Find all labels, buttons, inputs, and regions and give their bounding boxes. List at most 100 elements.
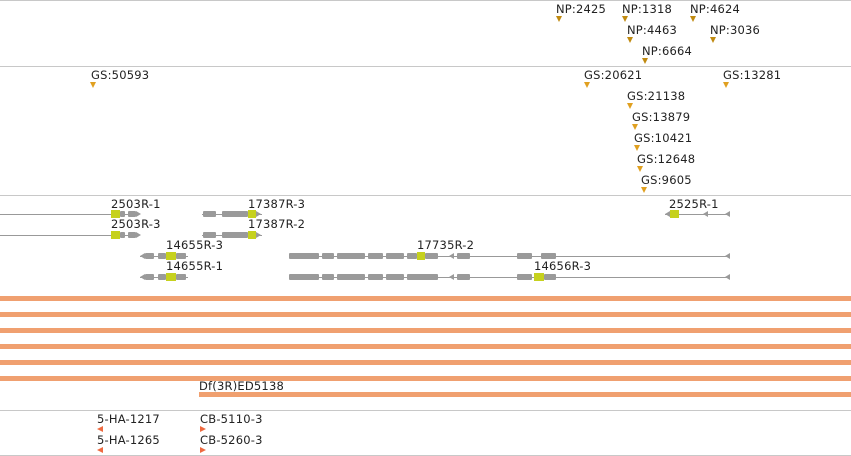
left-triangle-icon[interactable] (97, 447, 103, 453)
right-triangle-icon[interactable] (200, 426, 206, 432)
gene-exon[interactable] (158, 253, 166, 259)
construct-label[interactable]: CB-5110-3 (200, 412, 263, 426)
down-triangle-icon[interactable] (622, 16, 628, 22)
gene-cds[interactable] (166, 273, 176, 281)
gene-cds[interactable] (111, 210, 120, 218)
down-triangle-icon[interactable] (637, 166, 643, 172)
np-feature-label[interactable]: NP:3036 (710, 23, 761, 37)
construct-label[interactable]: 5-HA-1265 (97, 433, 160, 447)
arrow-left-icon (725, 253, 730, 259)
construct-label[interactable]: CB-5260-3 (200, 433, 263, 447)
deficiency-bar[interactable] (0, 344, 851, 349)
down-triangle-icon[interactable] (634, 145, 640, 151)
gene-label[interactable]: 14655R-1 (166, 259, 224, 273)
gene-exon[interactable] (222, 211, 248, 217)
gene-exon[interactable] (368, 253, 383, 259)
gene-exon[interactable] (517, 253, 532, 259)
gene-cds[interactable] (670, 210, 679, 218)
gene-exon[interactable] (222, 232, 248, 238)
gene-exon[interactable] (289, 274, 319, 280)
down-triangle-icon[interactable] (690, 16, 696, 22)
np-feature-label[interactable]: NP:2425 (556, 2, 607, 16)
gs-feature-label[interactable]: GS:13879 (632, 110, 691, 124)
down-triangle-icon[interactable] (584, 82, 590, 88)
gene-label[interactable]: 17387R-3 (248, 197, 306, 211)
gene-exon[interactable] (120, 232, 125, 238)
gene-exon[interactable] (145, 274, 154, 280)
arrow-right-icon (136, 211, 141, 217)
gene-exon[interactable] (145, 253, 154, 259)
gene-cds[interactable] (417, 252, 425, 260)
gene-label[interactable]: 2525R-1 (669, 197, 719, 211)
gene-exon[interactable] (176, 253, 186, 259)
arrow-right-icon (256, 232, 261, 238)
down-triangle-icon[interactable] (642, 58, 648, 64)
right-triangle-icon[interactable] (200, 447, 206, 453)
gene-exon[interactable] (203, 232, 216, 238)
deficiency-label[interactable]: Df(3R)ED5138 (199, 379, 284, 393)
gene-exon[interactable] (517, 274, 532, 280)
deficiency-bar[interactable] (0, 360, 851, 365)
gs-feature-label[interactable]: GS:10421 (634, 131, 693, 145)
gene-exon[interactable] (368, 274, 383, 280)
gene-cds[interactable] (111, 231, 120, 239)
deficiency-bar[interactable] (0, 376, 851, 381)
gene-exon[interactable] (176, 274, 186, 280)
gene-exon[interactable] (128, 211, 136, 217)
gene-label[interactable]: 2503R-3 (111, 217, 161, 231)
gene-exon[interactable] (457, 253, 470, 259)
down-triangle-icon[interactable] (710, 37, 716, 43)
np-feature-label[interactable]: NP:4463 (627, 23, 678, 37)
gene-cds[interactable] (248, 210, 256, 218)
gene-exon[interactable] (158, 274, 166, 280)
down-triangle-icon[interactable] (556, 16, 562, 22)
down-triangle-icon[interactable] (627, 37, 633, 43)
gene-exon[interactable] (322, 253, 334, 259)
gene-exon[interactable] (407, 253, 417, 259)
gene-exon[interactable] (289, 253, 319, 259)
gs-feature-label[interactable]: GS:21138 (627, 89, 686, 103)
construct-label[interactable]: 5-HA-1217 (97, 412, 160, 426)
deficiency-bar[interactable] (0, 328, 851, 333)
gene-exon[interactable] (120, 211, 125, 217)
gene-label[interactable]: 17735R-2 (417, 238, 475, 252)
gene-label[interactable]: 14655R-3 (166, 238, 224, 252)
gs-feature-label[interactable]: GS:12648 (637, 152, 696, 166)
gene-exon[interactable] (544, 274, 556, 280)
gene-label[interactable]: 14656R-3 (534, 259, 592, 273)
gs-feature-label[interactable]: GS:9605 (641, 173, 692, 187)
gene-exon[interactable] (425, 253, 438, 259)
gene-exon[interactable] (203, 211, 216, 217)
down-triangle-icon[interactable] (627, 103, 633, 109)
gene-exon[interactable] (407, 274, 438, 280)
gs-feature-label[interactable]: GS:50593 (91, 68, 150, 82)
arrow-left-icon (703, 211, 708, 217)
down-triangle-icon[interactable] (632, 124, 638, 130)
gs-feature-label[interactable]: GS:13281 (723, 68, 782, 82)
np-feature-label[interactable]: NP:6664 (642, 44, 693, 58)
gene-exon[interactable] (386, 253, 404, 259)
deficiency-bar[interactable] (199, 392, 851, 397)
down-triangle-icon[interactable] (723, 82, 729, 88)
gene-exon[interactable] (337, 253, 365, 259)
gene-exon[interactable] (386, 274, 404, 280)
gene-cds[interactable] (248, 231, 256, 239)
down-triangle-icon[interactable] (90, 82, 96, 88)
gene-exon[interactable] (457, 274, 470, 280)
gs-feature-label[interactable]: GS:20621 (584, 68, 643, 82)
gene-exon[interactable] (322, 274, 334, 280)
gene-label[interactable]: 2503R-1 (111, 197, 161, 211)
gene-exon[interactable] (128, 232, 136, 238)
left-triangle-icon[interactable] (97, 426, 103, 432)
np-feature-label[interactable]: NP:1318 (622, 2, 673, 16)
down-triangle-icon[interactable] (641, 187, 647, 193)
np-feature-label[interactable]: NP:4624 (690, 2, 741, 16)
gene-label[interactable]: 17387R-2 (248, 217, 306, 231)
gene-intron-line (665, 214, 730, 215)
deficiency-bar[interactable] (0, 312, 851, 317)
gene-exon[interactable] (541, 253, 556, 259)
gene-cds[interactable] (166, 252, 176, 260)
deficiency-bar[interactable] (0, 296, 851, 301)
gene-exon[interactable] (337, 274, 365, 280)
gene-cds[interactable] (534, 273, 544, 281)
